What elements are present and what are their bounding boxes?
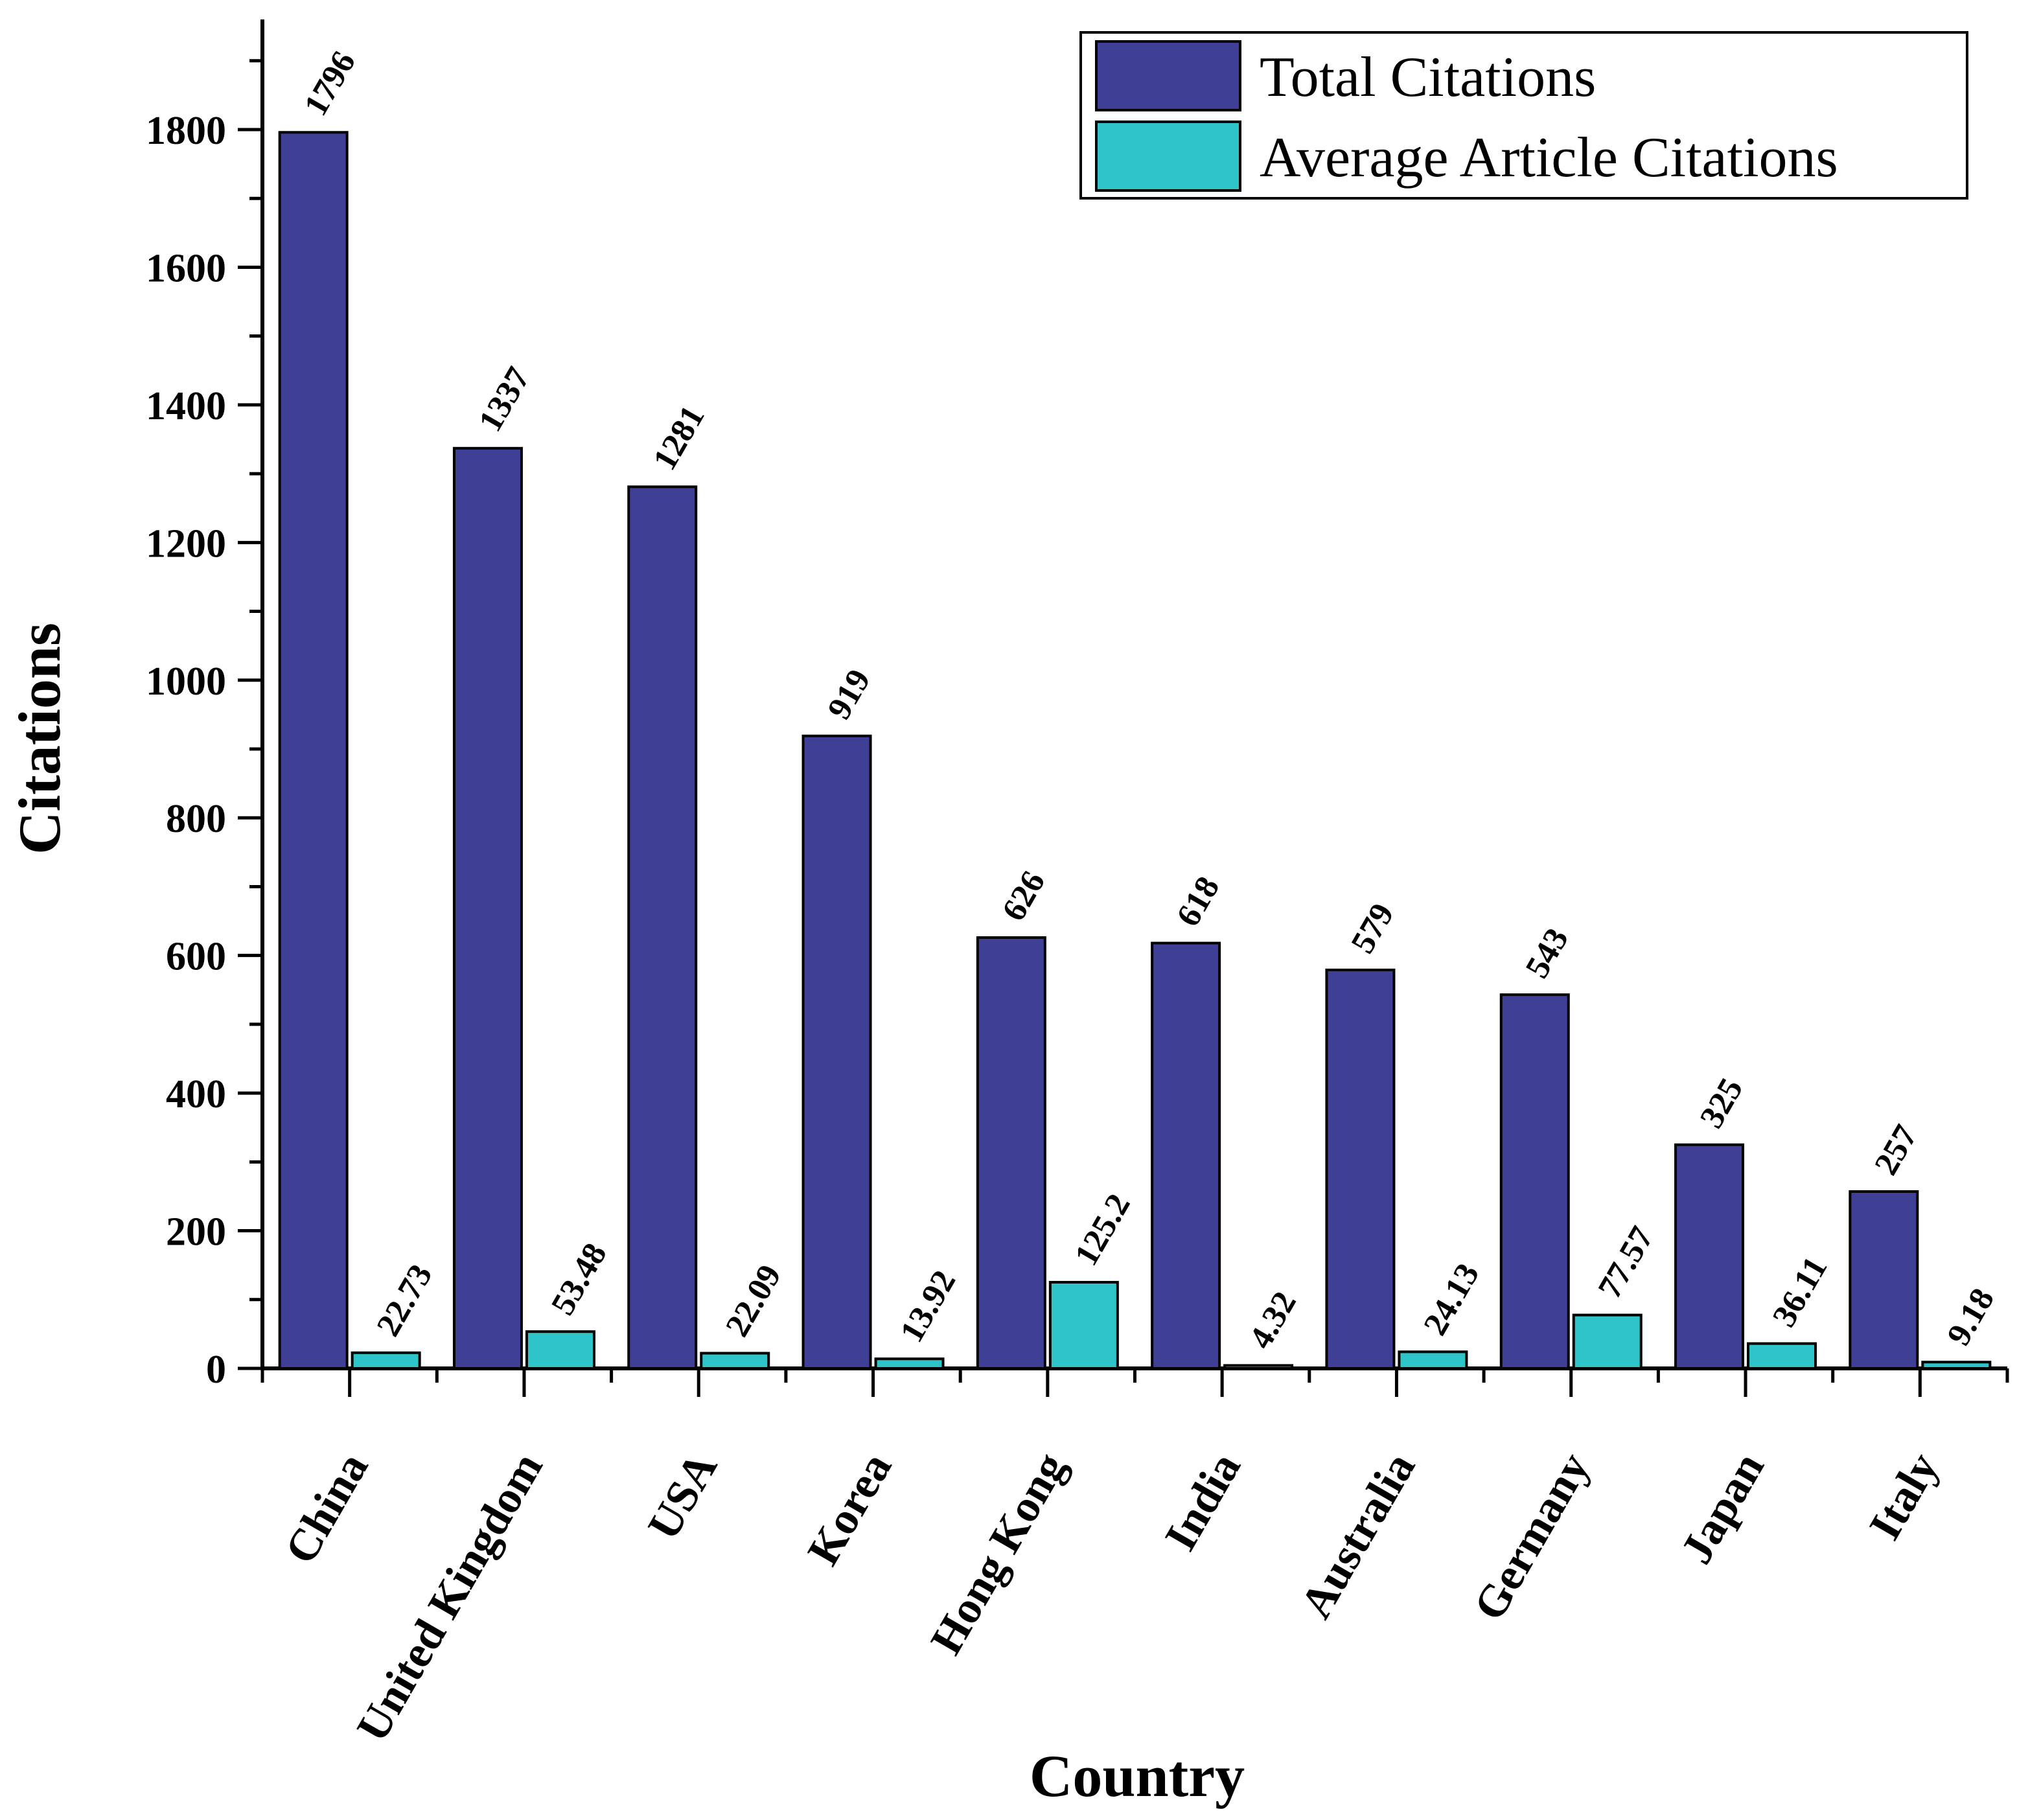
- total-citations-label: 257: [1867, 1119, 1924, 1181]
- total-citations-bar: [1325, 968, 1396, 1370]
- total-citations-bar: [1849, 1190, 1919, 1370]
- total-citations-label: 626: [995, 865, 1052, 927]
- total-citations-bar: [1151, 941, 1221, 1370]
- average-citations-label: 13.92: [893, 1264, 963, 1348]
- total-citations-label: 1281: [646, 400, 711, 477]
- y-tick-label: 1400: [146, 384, 226, 428]
- total-citations-label: 579: [1344, 897, 1401, 960]
- total-citations-bar: [801, 734, 872, 1370]
- y-tick-label: 1000: [146, 660, 226, 704]
- legend: Total Citations Average Article Citation…: [1079, 31, 1968, 200]
- total-citations-bar: [278, 131, 349, 1370]
- average-citations-bar: [351, 1351, 421, 1370]
- x-tick-label: Italy: [1860, 1445, 1949, 1549]
- average-citations-bar: [1747, 1342, 1817, 1370]
- average-citations-bar: [1223, 1364, 1294, 1370]
- legend-swatch-total: [1095, 40, 1241, 111]
- bars-group: [278, 131, 1992, 1370]
- x-tick-label: China: [275, 1445, 378, 1572]
- average-citations-label: 22.09: [719, 1259, 789, 1343]
- y-axis: 0 200 400 600 800 1000 1200 1400 1600 1800: [146, 59, 262, 1392]
- total-citations-bar: [1499, 993, 1570, 1370]
- average-citations-bar: [1921, 1361, 1992, 1370]
- average-citations-label: 53.48: [544, 1237, 614, 1321]
- average-citations-bar: [1572, 1313, 1642, 1370]
- average-citations-label: 9.18: [1940, 1282, 2001, 1352]
- total-citations-label: 1337: [472, 361, 537, 438]
- total-citations-label: 543: [1519, 922, 1576, 984]
- x-tick-label: Hong Kong: [921, 1445, 1076, 1663]
- x-tick-label: Japan: [1672, 1445, 1774, 1572]
- total-citations-bar: [976, 936, 1046, 1370]
- total-citations-bar: [627, 485, 698, 1370]
- y-tick-label: 400: [166, 1072, 226, 1116]
- y-tick-label: 1600: [146, 246, 226, 290]
- legend-swatch-average: [1095, 121, 1241, 192]
- x-tick-label: United Kingdom: [347, 1445, 553, 1750]
- average-citations-bar: [1048, 1281, 1119, 1370]
- x-tick-label: Korea: [798, 1445, 901, 1574]
- y-tick-label: 0: [206, 1348, 226, 1392]
- x-tick-label: USA: [638, 1444, 727, 1548]
- total-citations-label: 325: [1693, 1072, 1750, 1135]
- plot-frame: [260, 19, 2007, 1370]
- x-tick-label: Germany: [1464, 1445, 1600, 1629]
- y-axis-title: Citations: [6, 623, 73, 855]
- y-tick-label: 1200: [146, 522, 226, 566]
- average-citations-label: 22.73: [370, 1258, 440, 1342]
- total-citations-label: 1796: [297, 45, 363, 122]
- average-citations-label: 36.11: [1766, 1250, 1834, 1333]
- total-citations-label: 919: [821, 663, 878, 726]
- total-citations-bar: [1674, 1143, 1745, 1370]
- x-axis-title: Country: [1030, 1743, 1245, 1809]
- bar-labels-group: 1796 22.73 1337 53.48 1281 22.09 919 13.92 626 12…: [297, 45, 2002, 1355]
- average-citations-label: 24.13: [1416, 1258, 1486, 1342]
- average-citations-label: 4.32: [1242, 1285, 1304, 1355]
- total-citations-bar: [452, 446, 523, 1370]
- y-tick-label: 600: [166, 935, 226, 979]
- average-citations-bar: [700, 1352, 770, 1370]
- total-citations-label: 618: [1170, 870, 1227, 932]
- x-tick-label: India: [1156, 1445, 1251, 1560]
- legend-label-average: Average Article Citations: [1260, 126, 1838, 189]
- x-tick-label: Australia: [1291, 1445, 1425, 1627]
- average-citations-bar: [525, 1330, 595, 1370]
- average-citations-bar: [1398, 1350, 1468, 1370]
- average-citations-bar: [874, 1357, 945, 1370]
- average-citations-label: 77.57: [1591, 1221, 1661, 1305]
- average-citations-label: 125.2: [1068, 1188, 1138, 1272]
- legend-label-total: Total Citations: [1260, 46, 1596, 109]
- y-tick-label: 800: [166, 797, 226, 841]
- y-tick-label: 1800: [146, 109, 226, 153]
- y-tick-label: 200: [166, 1210, 226, 1254]
